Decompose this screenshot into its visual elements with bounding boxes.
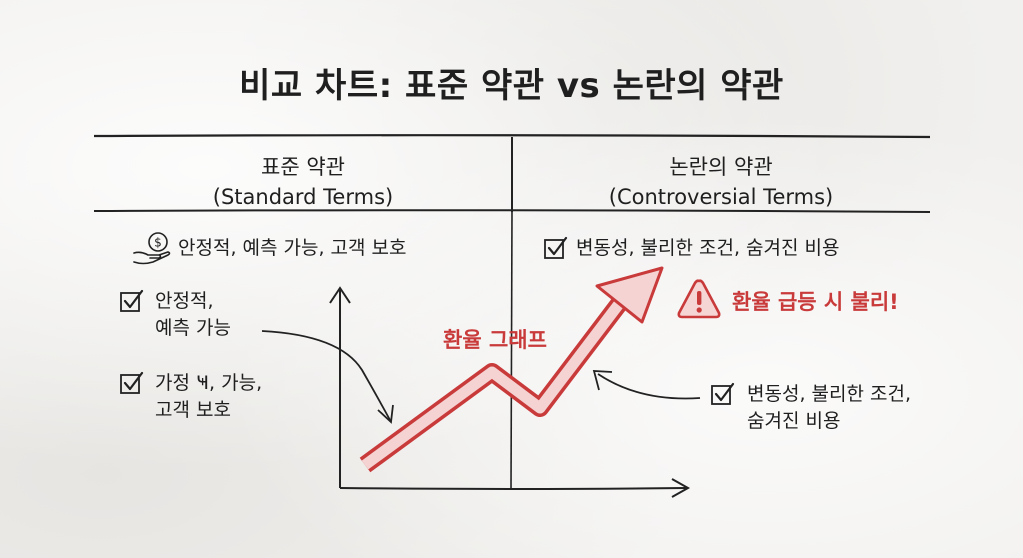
left-pointer-arrow — [261, 330, 391, 421]
checkbox-icon — [120, 289, 144, 312]
left-header-english: (Standard Terms) — [212, 185, 394, 209]
warning-text: 환율 급등 시 불리! — [732, 290, 899, 314]
right-note: 변동성, 불리한 조건, 숨겨진 비용 — [747, 381, 911, 435]
checkbox-icon — [544, 236, 568, 259]
right-note-line1: 변동성, 불리한 조건, — [747, 383, 911, 405]
left-summary-text: 안정적, 예측 가능, 고객 보호 — [178, 237, 407, 259]
checkbox-icon — [711, 382, 735, 405]
warning-triangle-icon — [677, 279, 721, 319]
table-divider-bottom — [510, 211, 513, 491]
right-header-korean: 논란의 약관 — [669, 155, 773, 179]
graph-x-arrowhead — [671, 478, 691, 498]
left-header-korean: 표준 약관 — [261, 155, 345, 179]
left-column-header: 표준 약관 (Standard Terms) — [94, 152, 512, 212]
graph-y-arrowhead — [329, 286, 351, 304]
rate-arrow-fill — [361, 296, 627, 470]
right-note-line2: 숨겨진 비용 — [747, 410, 841, 432]
left-note-2-line2: 고객 보호 — [155, 399, 231, 421]
money-hand-icon: $ — [133, 232, 171, 265]
right-summary-text: 변동성, 불리한 조건, 숨겨진 비용 — [576, 237, 840, 259]
left-note-2: 가정 Ҹ, 가능, 고객 보호 — [155, 370, 262, 424]
right-pointer-arrow — [597, 373, 701, 400]
page-title: 비교 차트: 표준 약관 vs 논란의 약관 — [239, 66, 784, 106]
rate-arrow-head — [595, 266, 664, 324]
table-top-rule — [93, 134, 931, 139]
svg-text:$: $ — [154, 236, 162, 250]
graph-label: 환율 그래프 — [443, 328, 547, 352]
left-note-1-line1: 안정적, — [155, 290, 214, 312]
right-pointer-arrowhead — [592, 370, 613, 391]
left-note-2-line1: 가정 Ҹ, 가능, — [155, 372, 263, 394]
left-pointer-arrowhead — [377, 404, 394, 424]
left-note-1-line2: 예측 가능 — [155, 317, 231, 339]
table-header-rule — [93, 209, 931, 213]
graph-x-axis — [339, 487, 687, 490]
right-column-header: 논란의 약관 (Controversial Terms) — [512, 152, 930, 212]
right-header-english: (Controversial Terms) — [608, 185, 834, 209]
checkbox-icon — [120, 371, 144, 394]
left-note-1: 안정적, 예측 가능 — [155, 288, 231, 342]
